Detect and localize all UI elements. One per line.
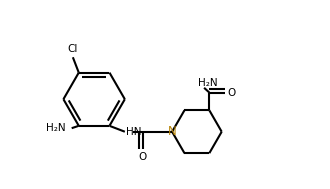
Text: Cl: Cl bbox=[67, 44, 77, 54]
Text: H₂N: H₂N bbox=[46, 123, 66, 133]
Text: HN: HN bbox=[125, 127, 141, 137]
Text: N: N bbox=[168, 125, 177, 138]
Text: H₂N: H₂N bbox=[198, 78, 218, 88]
Text: O: O bbox=[227, 88, 236, 98]
Text: O: O bbox=[138, 152, 147, 162]
